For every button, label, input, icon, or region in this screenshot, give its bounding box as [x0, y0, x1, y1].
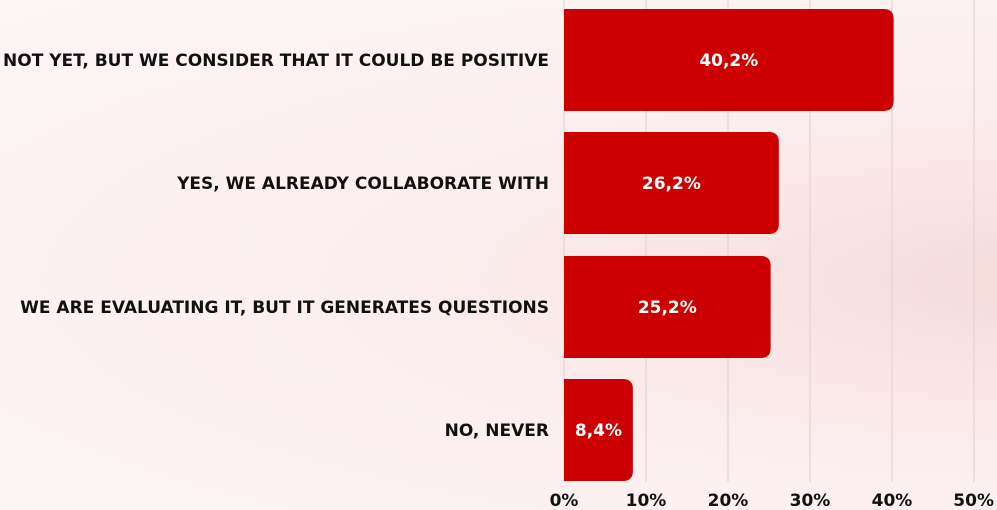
- value-label: 8,4%: [575, 421, 622, 441]
- x-tick-label: 40%: [872, 491, 913, 510]
- x-tick-label: 50%: [953, 491, 994, 510]
- x-tick-label: 10%: [626, 491, 667, 510]
- category-label: YES, WE ALREADY COLLABORATE WITH: [176, 174, 549, 194]
- value-label: 26,2%: [642, 174, 701, 194]
- bars: [564, 9, 894, 481]
- x-tick-label: 20%: [708, 491, 749, 510]
- bar: [564, 256, 771, 358]
- x-axis-ticks: 0% 10% 20% 30% 40% 50%: [550, 491, 994, 510]
- x-tick-label: 0%: [550, 491, 579, 510]
- category-label: WE ARE EVALUATING IT, BUT IT GENERATES Q…: [20, 298, 549, 318]
- bar: [564, 132, 779, 234]
- value-label: 25,2%: [638, 298, 697, 318]
- category-label: NO, NEVER: [445, 421, 549, 441]
- value-labels: 40,2% 26,2% 25,2% 8,4%: [575, 51, 758, 441]
- x-tick-label: 30%: [790, 491, 831, 510]
- bar: [564, 9, 894, 111]
- bar: [564, 379, 633, 481]
- category-label: NOT YET, BUT WE CONSIDER THAT IT COULD B…: [3, 51, 549, 71]
- category-labels: NOT YET, BUT WE CONSIDER THAT IT COULD B…: [3, 51, 549, 441]
- value-label: 40,2%: [699, 51, 758, 71]
